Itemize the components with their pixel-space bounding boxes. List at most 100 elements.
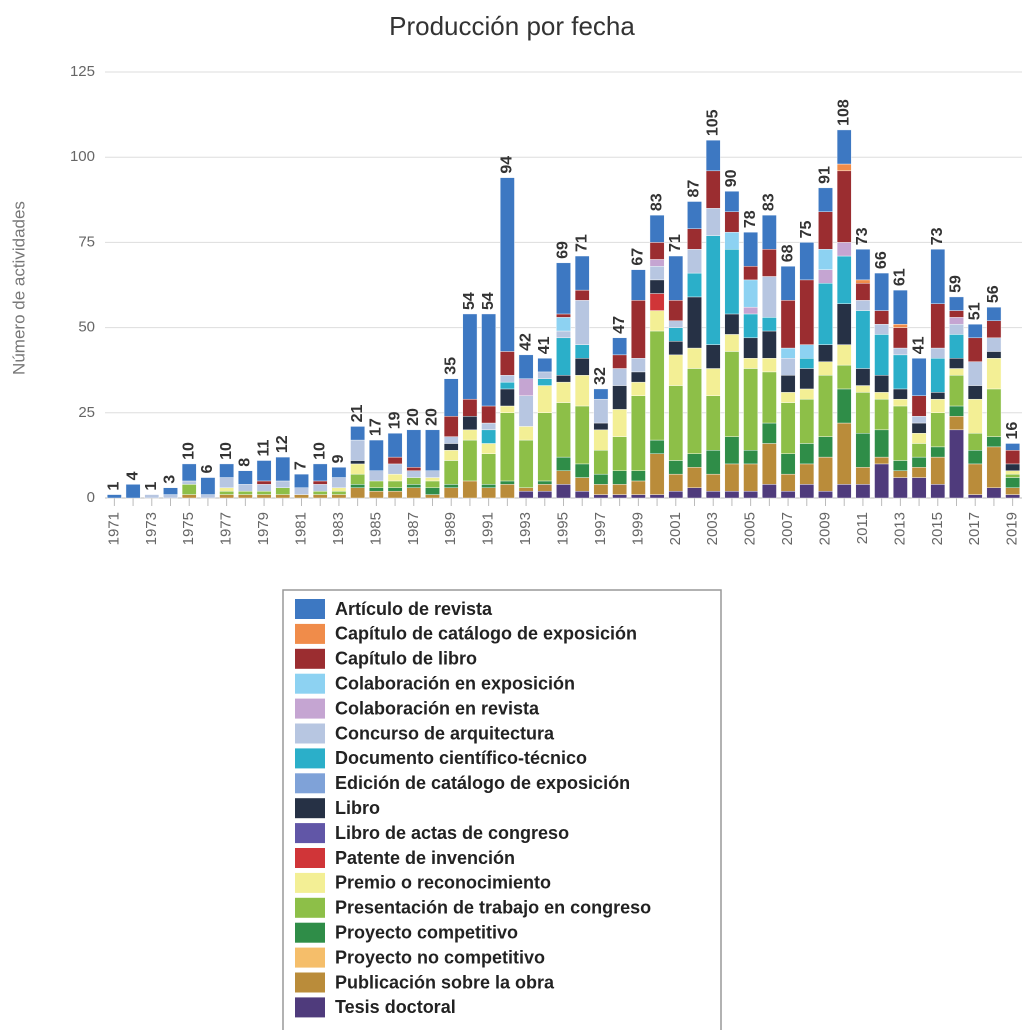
total-label: 21 xyxy=(349,405,366,423)
bar-segment xyxy=(724,351,740,437)
bar-segment xyxy=(462,398,478,417)
bar-segment xyxy=(631,381,646,396)
bar-segment xyxy=(986,306,1002,321)
bar-segment xyxy=(481,422,496,431)
total-label: 94 xyxy=(499,156,516,174)
bar-segment xyxy=(724,313,740,335)
bar-segment xyxy=(705,344,721,369)
bar-segment xyxy=(893,477,908,499)
bar-segment xyxy=(481,484,496,488)
total-label: 9 xyxy=(330,454,347,463)
bar-segment xyxy=(1005,473,1020,478)
bar-segment xyxy=(874,398,889,431)
bar-segment xyxy=(743,306,758,315)
bar-segment xyxy=(631,269,646,301)
legend-swatch xyxy=(295,848,325,868)
bar-segment xyxy=(219,487,234,492)
bar-segment xyxy=(705,450,721,475)
bar-segment xyxy=(500,388,515,407)
bar-segment xyxy=(705,235,721,345)
bar-segment xyxy=(500,480,515,485)
total-label: 90 xyxy=(723,169,740,187)
bar-segment xyxy=(874,310,889,325)
y-tick-label: 25 xyxy=(78,404,95,421)
bar-segment xyxy=(911,477,927,499)
bar-segment xyxy=(836,242,852,257)
bar-segment xyxy=(144,494,160,499)
bar-segment xyxy=(874,334,889,376)
bar-segment xyxy=(930,456,946,485)
x-tick-label: 1979 xyxy=(255,512,272,545)
bar-segment xyxy=(668,300,684,321)
bar-segment xyxy=(724,490,740,499)
bar-segment xyxy=(312,494,328,499)
legend-swatch xyxy=(295,897,325,918)
bar-segment xyxy=(219,490,234,495)
bar-segment xyxy=(836,484,852,499)
bar-segment xyxy=(294,473,309,488)
bar-segment xyxy=(780,473,796,492)
bar-segment xyxy=(350,460,365,465)
bar-segment xyxy=(967,463,983,495)
bar-segment xyxy=(911,443,927,458)
bar-segment xyxy=(387,487,403,492)
bar-segment xyxy=(836,170,852,243)
x-tick-label: 2001 xyxy=(667,512,684,545)
bar-segment xyxy=(724,463,740,492)
bar-segment xyxy=(855,484,871,499)
bar-segment xyxy=(668,460,684,475)
bar-segment xyxy=(631,470,646,482)
total-label: 47 xyxy=(611,316,628,334)
bar-segment xyxy=(350,484,365,488)
bar-segment xyxy=(425,477,440,482)
x-tick-label: 2017 xyxy=(966,512,983,545)
bar-segment xyxy=(649,214,665,243)
bar-segment xyxy=(500,412,515,482)
bar-segment xyxy=(556,381,571,403)
bar-segment xyxy=(593,429,609,451)
bar-segment xyxy=(874,375,889,393)
bar-segment xyxy=(649,494,665,499)
bar-segment xyxy=(986,337,1002,352)
bar-segment xyxy=(911,395,927,417)
bar-segment xyxy=(556,375,571,383)
bar-segment xyxy=(387,463,403,475)
bar-segment xyxy=(911,433,927,444)
bar-segment xyxy=(799,388,815,400)
total-label: 105 xyxy=(704,109,721,136)
legend-swatch xyxy=(295,748,325,769)
bar-segment xyxy=(855,433,871,468)
bar-segment xyxy=(687,487,702,499)
x-tick-label: 1973 xyxy=(143,512,160,545)
legend-swatch xyxy=(295,798,325,819)
bar-segment xyxy=(612,337,627,356)
bar-segment xyxy=(387,456,403,465)
y-tick-label: 125 xyxy=(70,63,95,80)
bar-segment xyxy=(780,375,796,393)
bar-segment xyxy=(574,344,590,359)
legend-label: Libro xyxy=(335,798,380,818)
bar-segment xyxy=(705,208,721,236)
bar-segment xyxy=(949,317,964,325)
total-label: 56 xyxy=(985,285,1002,303)
bar-segment xyxy=(200,494,216,499)
bar-segment xyxy=(743,231,758,267)
bar-segment xyxy=(593,484,609,495)
bar-segment xyxy=(556,470,571,485)
bar-segment xyxy=(893,405,908,461)
total-label: 19 xyxy=(386,411,403,429)
total-label: 83 xyxy=(761,193,778,211)
bar-segment xyxy=(874,463,889,499)
bar-segment xyxy=(593,398,609,424)
total-label: 20 xyxy=(424,408,441,426)
total-label: 59 xyxy=(948,275,965,293)
bar-segment xyxy=(275,480,291,488)
y-tick-label: 50 xyxy=(78,319,95,336)
bar-segment xyxy=(181,463,197,482)
bar-segment xyxy=(649,310,665,332)
bar-segment xyxy=(163,487,178,495)
bar-segment xyxy=(406,477,422,485)
bar-segment xyxy=(762,214,777,250)
bar-segment xyxy=(986,388,1002,437)
legend-swatch xyxy=(295,997,325,1018)
